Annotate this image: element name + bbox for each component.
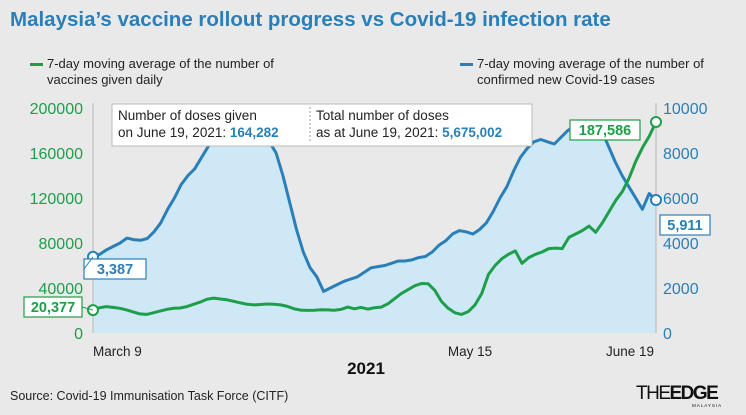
logo-edge: EDGE bbox=[669, 383, 719, 404]
cases-area bbox=[93, 123, 656, 333]
y-left-tick-label: 80000 bbox=[39, 236, 84, 253]
y-right-tick-label: 10000 bbox=[663, 101, 708, 118]
y-right-tick-label: 8000 bbox=[663, 146, 699, 163]
legend-cases-label: 7-day moving average of the number of co… bbox=[477, 56, 704, 87]
legend-vaccines: 7-day moving average of the number of va… bbox=[30, 56, 277, 88]
vaccines-end-label-box bbox=[569, 119, 641, 141]
x-axis-label: 2021 bbox=[347, 359, 385, 378]
publisher-logo: THEEDGE MALAYSIA bbox=[636, 383, 721, 408]
x-tick-label: May 15 bbox=[448, 344, 492, 359]
y-right-tick-label: 6000 bbox=[663, 191, 699, 208]
doses-given-value: 164,282 bbox=[230, 125, 279, 140]
cases-end-marker bbox=[650, 194, 662, 207]
logo-sub: MALAYSIA bbox=[692, 403, 723, 408]
source-note: Source: Covid-19 Immunisation Task Force… bbox=[10, 389, 289, 403]
x-tick-label: June 19 bbox=[606, 344, 654, 359]
vaccines-start-label: 20,377 bbox=[31, 300, 75, 316]
y-right-tick-label: 0 bbox=[663, 326, 672, 343]
y-left-tick-label: 40000 bbox=[39, 281, 84, 298]
y-left-tick-label: 200000 bbox=[30, 101, 83, 118]
vaccines-end-marker bbox=[650, 115, 662, 128]
chart-title: Malaysia’s vaccine rollout progress vs C… bbox=[10, 8, 611, 31]
legend-cases-swatch bbox=[460, 63, 473, 66]
total-doses-label-line2: as at June 19, 2021: 5,675,002 bbox=[316, 125, 502, 140]
total-doses-value: 5,675,002 bbox=[442, 125, 502, 140]
vaccines-line bbox=[92, 121, 658, 316]
y-right-tick-label: 2000 bbox=[663, 281, 699, 298]
y-right-tick-label: 4000 bbox=[663, 236, 699, 253]
cases-start-connector bbox=[83, 256, 94, 270]
y-left-tick-label: 120000 bbox=[30, 191, 83, 208]
annotation-box bbox=[111, 103, 533, 147]
legend-vaccines-label: 7-day moving average of the number of va… bbox=[47, 56, 274, 87]
y-left-tick-label: 160000 bbox=[30, 146, 83, 163]
cases-end-label: 5,911 bbox=[667, 218, 703, 234]
cases-start-label: 3,387 bbox=[97, 262, 133, 278]
y-left-tick-label: 0 bbox=[74, 326, 83, 343]
legend-cases: 7-day moving average of the number of co… bbox=[460, 56, 732, 88]
doses-given-label-line2: on June 19, 2021: 164,282 bbox=[118, 125, 279, 140]
x-tick-label: March 9 bbox=[93, 344, 142, 359]
total-doses-label-line1: Total number of doses bbox=[316, 108, 449, 123]
vaccines-start-connector bbox=[81, 306, 94, 311]
legend-vaccines-swatch bbox=[30, 63, 43, 66]
cases-line bbox=[92, 122, 658, 293]
cases-end-label-box bbox=[659, 214, 711, 236]
logo-the: THE bbox=[636, 383, 671, 404]
vaccines-end-label: 187,586 bbox=[579, 123, 631, 139]
doses-given-label-line1: Number of doses given bbox=[118, 108, 257, 123]
